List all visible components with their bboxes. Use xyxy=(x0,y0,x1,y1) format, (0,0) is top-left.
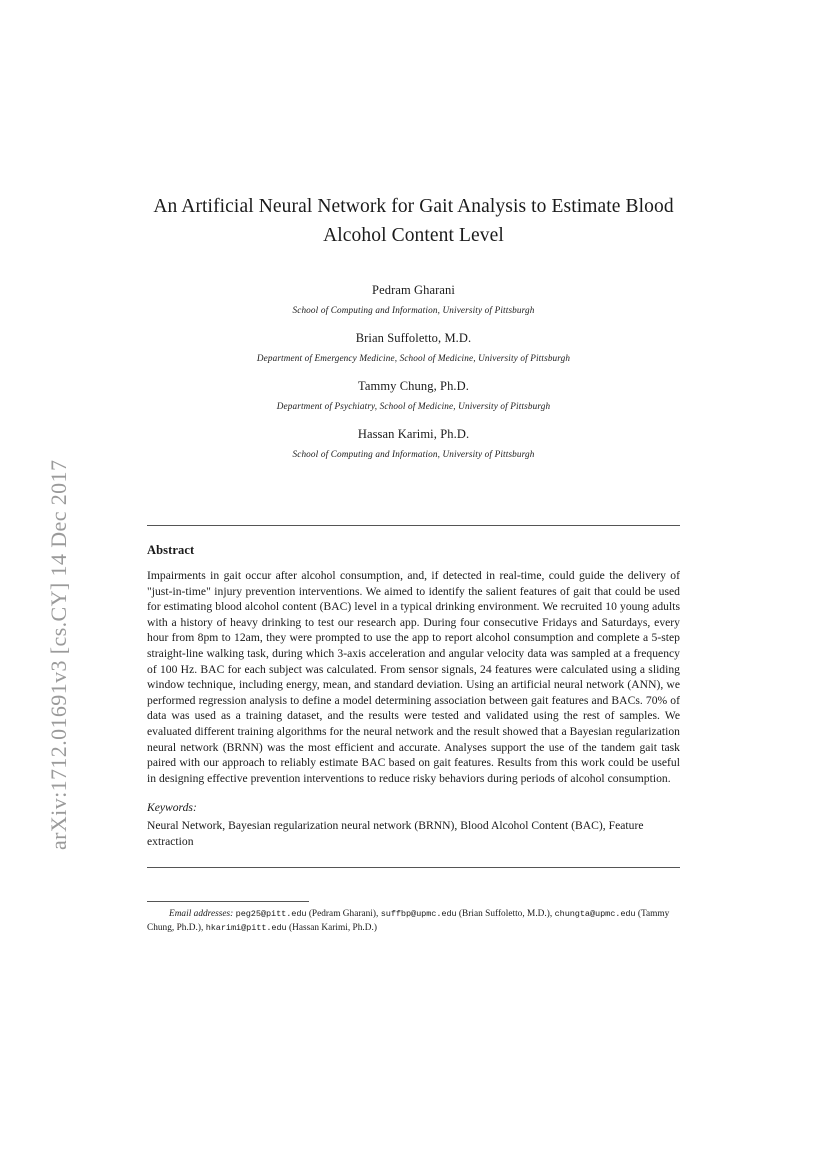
author-entry: Brian Suffoletto, M.D. Department of Eme… xyxy=(147,330,680,366)
email-owner: (Pedram Gharani), xyxy=(308,909,379,920)
author-name: Pedram Gharani xyxy=(372,283,455,297)
email-owner: (Tammy Chung, Ph.D.), xyxy=(147,909,670,933)
author-list: Pedram Gharani School of Computing and I… xyxy=(147,282,680,462)
abstract-heading: Abstract xyxy=(147,543,195,557)
author-affiliation: Department of Emergency Medicine, School… xyxy=(256,353,571,363)
email-address[interactable]: suffbp@upmc.edu xyxy=(380,909,457,920)
page-title: An Artificial Neural Network for Gait An… xyxy=(153,196,674,246)
email-owner: (Hassan Karimi, Ph.D.) xyxy=(288,922,377,933)
abstract-body: Impairments in gait occur after alcohol … xyxy=(147,569,680,785)
author-affiliation: School of Computing and Information, Uni… xyxy=(292,305,535,315)
email-owner: (Brian Suffoletto, M.D.), xyxy=(458,909,553,920)
abstract-bottom-rule xyxy=(147,867,680,869)
paper-page-column: An Artificial Neural Network for Gait An… xyxy=(147,0,680,935)
author-entry: Pedram Gharani School of Computing and I… xyxy=(147,282,680,318)
keywords-body: Neural Network, Bayesian regularization … xyxy=(147,818,644,848)
author-affiliation: School of Computing and Information, Uni… xyxy=(292,449,535,459)
email-address[interactable]: hkarimi@pitt.edu xyxy=(205,922,287,933)
arxiv-identifier-stamp: arXiv:1712.01691v3 [cs.CY] 14 Dec 2017 xyxy=(46,459,71,850)
footnote-area: Email addresses: peg25@pitt.edu (Pedram … xyxy=(147,901,680,935)
footnote-rule xyxy=(147,901,309,903)
email-addresses-footnote: Email addresses: peg25@pitt.edu (Pedram … xyxy=(147,902,680,935)
email-address[interactable]: peg25@pitt.edu xyxy=(235,909,307,920)
author-name: Tammy Chung, Ph.D. xyxy=(358,379,469,393)
author-entry: Hassan Karimi, Ph.D. School of Computing… xyxy=(147,426,680,462)
author-entry: Tammy Chung, Ph.D. Department of Psychia… xyxy=(147,378,680,414)
author-name: Brian Suffoletto, M.D. xyxy=(355,331,472,345)
email-address[interactable]: chungta@upmc.edu xyxy=(554,909,636,920)
footnote-label: Email addresses: xyxy=(169,909,234,920)
abstract-top-rule xyxy=(147,525,680,526)
author-name: Hassan Karimi, Ph.D. xyxy=(357,427,470,441)
keywords-label: Keywords: xyxy=(147,801,197,815)
author-affiliation: Department of Psychiatry, School of Medi… xyxy=(276,401,551,411)
